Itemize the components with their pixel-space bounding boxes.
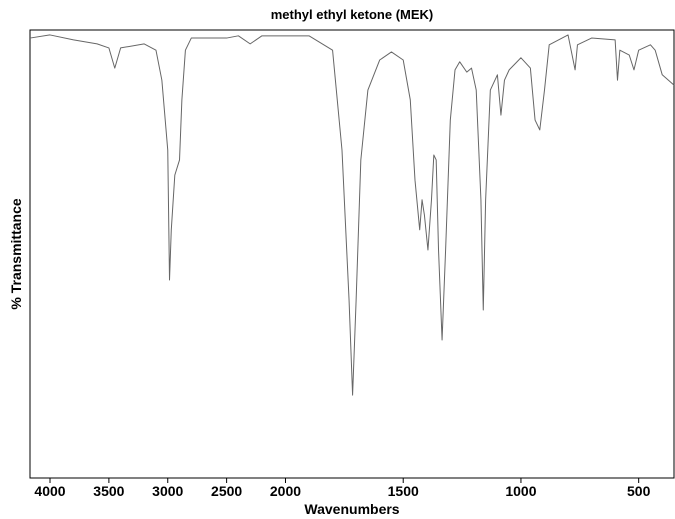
x-tick-label: 4000: [34, 483, 65, 499]
x-axis-label: Wavenumbers: [304, 501, 399, 517]
x-tick-label: 2000: [270, 483, 301, 499]
x-tick-label: 3500: [93, 483, 124, 499]
y-axis-label: % Transmittance: [8, 198, 24, 309]
x-tick-label: 3000: [152, 483, 183, 499]
plot-frame: [29, 29, 675, 479]
x-tick-label: 2500: [211, 483, 242, 499]
x-tick-label: 1500: [388, 483, 419, 499]
chart-title: methyl ethyl ketone (MEK): [271, 7, 434, 22]
x-tick-label: 1000: [505, 483, 536, 499]
spectrum-line: [29, 34, 675, 396]
x-tick-label: 500: [627, 483, 651, 499]
